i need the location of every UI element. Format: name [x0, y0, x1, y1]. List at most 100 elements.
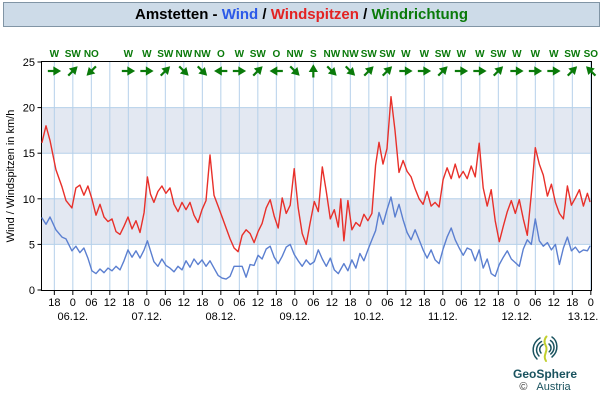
y-tick-label: 15	[23, 148, 35, 160]
x-date-label: 13.12.	[568, 311, 599, 323]
wind-direction-arrow-icon	[289, 65, 300, 76]
wind-direction-arrow-icon	[381, 66, 393, 77]
geosphere-logo: GeoSphere © Austria	[495, 332, 595, 394]
wind-direction-arrow-icon	[473, 66, 487, 76]
wind-direction-label: W	[531, 49, 541, 60]
wind-direction-arrow-icon	[86, 65, 97, 76]
x-hour-label: 12	[178, 297, 190, 309]
windspitzen-series-line	[41, 95, 591, 253]
wind-direction-arrow-icon	[547, 66, 561, 76]
wind-direction-label: NW	[342, 49, 359, 60]
x-date-label: 08.12.	[206, 311, 237, 323]
x-hour-label: 06	[455, 297, 467, 309]
wind-direction-arrow-icon	[454, 66, 469, 76]
x-hour-label: 18	[566, 297, 578, 309]
wind-direction-label: NW	[323, 49, 340, 60]
x-date-label: 09.12.	[280, 311, 311, 323]
x-date-label: 07.12.	[132, 311, 163, 323]
x-hour-label: 0	[292, 297, 298, 309]
wind-direction-arrow-icon	[121, 66, 136, 76]
wind-direction-label: NO	[84, 49, 99, 60]
copyright-symbol: ©	[519, 381, 528, 393]
x-hour-label: 12	[548, 297, 560, 309]
wind-direction-arrow-icon	[492, 66, 504, 77]
wind-direction-arrow-icon	[344, 65, 356, 76]
wind-direction-arrow-icon	[417, 66, 432, 76]
wind-direction-label: SO	[584, 49, 599, 60]
wind-direction-label: W	[235, 49, 245, 60]
x-date-label: 06.12.	[58, 311, 89, 323]
wind-direction-label: SW	[65, 49, 82, 60]
x-hour-label: 06	[307, 297, 319, 309]
y-tick-label: 0	[29, 285, 35, 297]
wind-direction-label: W	[124, 49, 134, 60]
wind-direction-arrow-icon	[308, 64, 318, 78]
wind-direction-label: W	[475, 49, 485, 60]
wind-direction-arrow-icon	[528, 66, 543, 76]
x-hour-label: 0	[144, 297, 150, 309]
x-date-label: 10.12.	[354, 311, 385, 323]
wind-direction-arrow-icon	[178, 65, 189, 76]
title-separator-2: /	[358, 6, 372, 23]
wind-direction-label: W	[50, 49, 60, 60]
x-hour-label: 0	[440, 297, 446, 309]
x-hour-label: 06	[85, 297, 97, 309]
wind-direction-label: SW	[379, 49, 396, 60]
wind-direction-arrow-icon	[269, 66, 283, 76]
geosphere-logo-icon	[532, 335, 558, 362]
x-hour-label: 18	[344, 297, 356, 309]
x-hour-label: 18	[492, 297, 504, 309]
wind-direction-arrow-icon	[214, 66, 228, 76]
title-separator-1: /	[258, 6, 271, 23]
wind-direction-label: NW	[175, 49, 192, 60]
x-hour-label: 12	[326, 297, 338, 309]
wind-direction-label: W	[457, 49, 467, 60]
x-date-label: 11.12.	[428, 311, 458, 323]
x-hour-label: 18	[196, 297, 208, 309]
x-hour-label: 12	[400, 297, 412, 309]
wind-direction-label: W	[549, 49, 559, 60]
logo-country-text: Austria	[536, 381, 571, 393]
x-hour-label: 06	[381, 297, 393, 309]
wind-direction-arrow-icon	[196, 65, 208, 76]
x-hour-label: 12	[252, 297, 264, 309]
chart-title: Amstetten - Wind / Windspitzen / Windric…	[3, 2, 600, 27]
wind-direction-label: W	[142, 49, 152, 60]
x-hour-label: 06	[233, 297, 245, 309]
wind-direction-arrow-icon	[159, 66, 171, 77]
wind-direction-arrow-icon	[566, 66, 578, 77]
wind-direction-arrow-icon	[252, 66, 263, 77]
plot-border	[41, 61, 592, 291]
logo-brand-text: GeoSphere	[512, 367, 578, 381]
wind-direction-label: W	[512, 49, 522, 60]
x-hour-label: 18	[122, 297, 134, 309]
x-hour-label: 18	[418, 297, 430, 309]
background-band	[42, 107, 591, 154]
y-tick-label: 20	[23, 103, 35, 115]
x-hour-label: 18	[270, 297, 282, 309]
wind-direction-arrow-icon	[363, 66, 374, 77]
x-hour-label: 0	[70, 297, 76, 309]
wind-direction-arrow-icon	[586, 66, 597, 77]
title-wind-label: Wind	[221, 6, 259, 23]
wind-direction-arrow-icon	[67, 66, 78, 77]
wind-direction-arrow-icon	[47, 66, 62, 76]
wind-direction-label: NW	[194, 49, 211, 60]
wind-direction-label: SW	[490, 49, 507, 60]
wind-direction-label: NW	[286, 49, 303, 60]
x-hour-label: 06	[529, 297, 541, 309]
wind-direction-label: SW	[564, 49, 581, 60]
logo-country-row: © Austria	[495, 381, 595, 394]
wind-direction-label: W	[401, 49, 411, 60]
wind-direction-arrow-icon	[510, 66, 524, 76]
x-hour-label: 0	[218, 297, 224, 309]
x-hour-label: 18	[48, 297, 60, 309]
wind-direction-arrow-icon	[326, 65, 337, 76]
y-tick-label: 5	[29, 239, 35, 251]
wind-direction-label: W	[420, 49, 430, 60]
wind-direction-label: O	[217, 49, 225, 60]
x-date-label: 12.12.	[502, 311, 533, 323]
wind-direction-arrow-icon	[232, 66, 247, 76]
wind-direction-arrow-icon	[399, 66, 413, 76]
